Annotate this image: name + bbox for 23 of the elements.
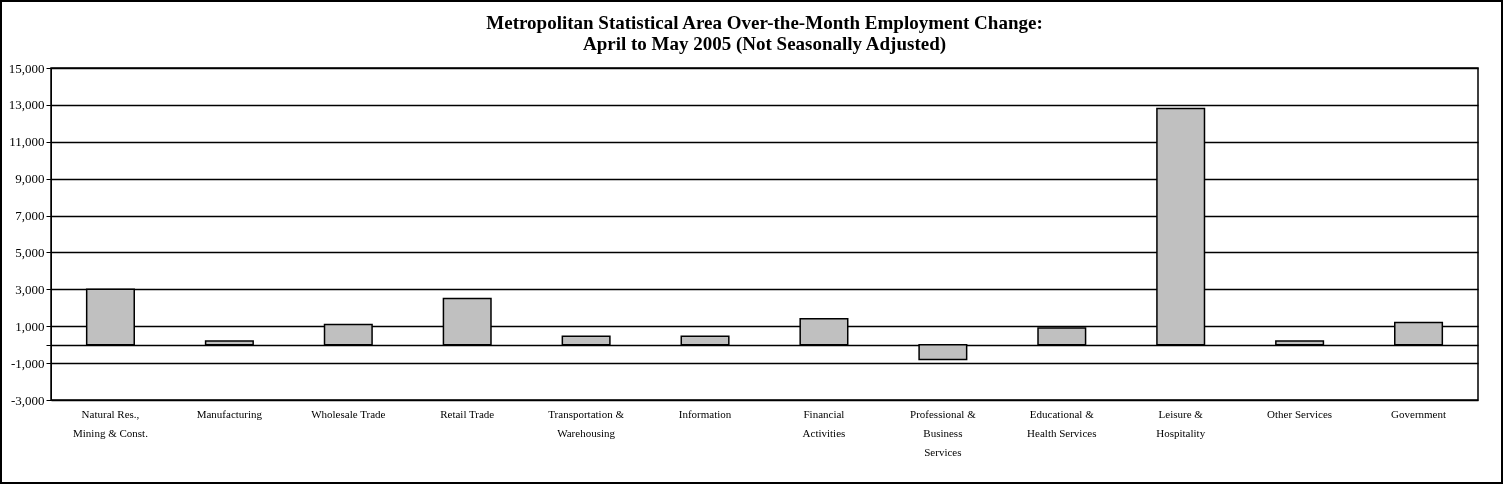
y-tick-label: 9,000	[15, 171, 45, 187]
x-tick-label: Leisure & Hospitality	[1156, 407, 1206, 439]
x-tick-label: Natural Res., Mining & Const.	[73, 407, 149, 439]
y-tick-label: 15,000	[8, 60, 45, 76]
x-tick-label: Financial Activities	[802, 407, 846, 439]
y-tick-label: 1,000	[15, 318, 45, 334]
chart-title: Metropolitan Statistical Area Over-the-Month Employment Change: April to May 2005 (Not Seasonally Adjusted)	[486, 12, 1043, 55]
x-tick-label: Government	[1391, 407, 1447, 420]
y-tick-label: 7,000	[15, 208, 45, 224]
y-tick-label: 11,000	[9, 134, 45, 150]
x-tick-label: Manufacturing	[196, 407, 263, 420]
x-tick-label: Other Services	[1267, 407, 1333, 420]
x-tick-label: Professional & Business Services	[910, 407, 977, 458]
x-tick-label: Information	[678, 407, 732, 420]
y-tick-label: 5,000	[15, 244, 45, 260]
x-tick-label: Educational & Health Services	[1027, 407, 1097, 439]
x-tick-label: Retail Trade	[440, 407, 495, 420]
y-tick-label: 13,000	[8, 97, 45, 113]
y-tick-label: -1,000	[10, 355, 45, 371]
y-tick-label: 3,000	[15, 281, 45, 297]
x-tick-label: Wholesale Trade	[311, 407, 386, 420]
x-tick-label: Transportation & Warehousing	[548, 407, 625, 439]
y-tick-label: -3,000	[10, 392, 45, 408]
